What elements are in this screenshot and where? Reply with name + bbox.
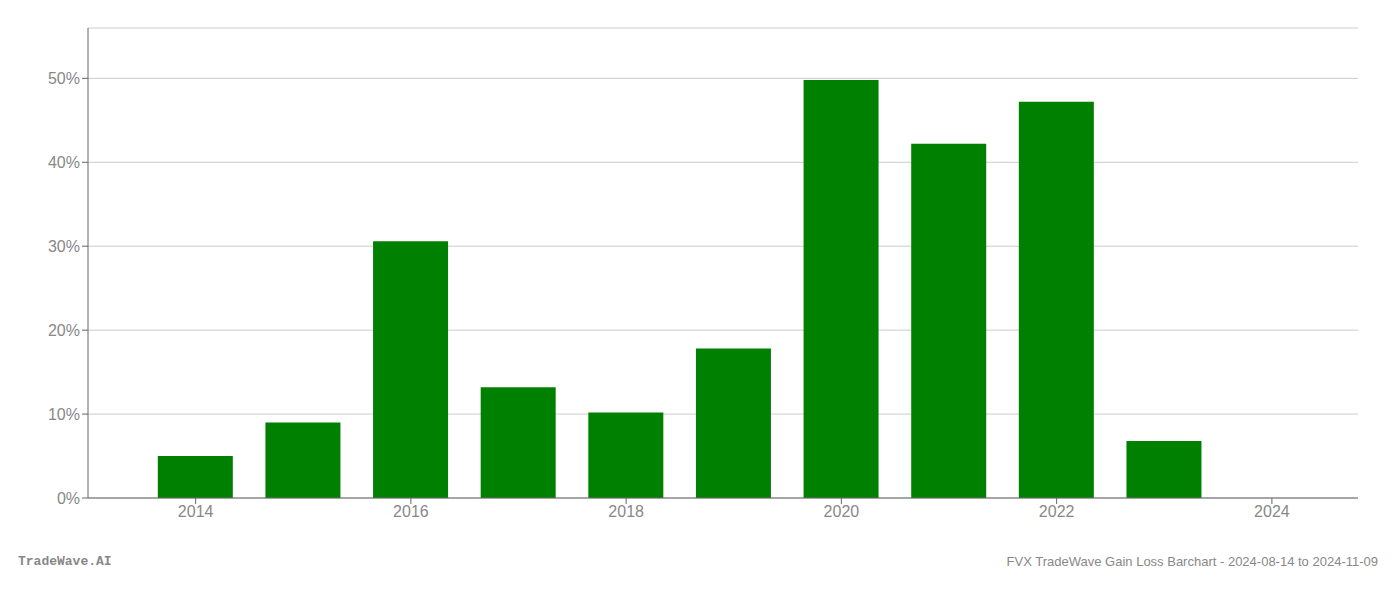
svg-text:50%: 50% [48, 70, 80, 87]
html-text:FVX TradeWave Gain Loss Barcha: FVX TradeWave Gain Loss Barchart - 2024-… [1006, 554, 1378, 569]
svg-text:2020: 2020 [824, 503, 860, 520]
svg-text:2024: 2024 [1254, 503, 1290, 520]
svg-text:2014: 2014 [178, 503, 214, 520]
svg-text:40%: 40% [48, 154, 80, 171]
html-text:TradeWave.AI: TradeWave.AI [18, 554, 112, 569]
svg-text:10%: 10% [48, 406, 80, 423]
svg-text:2022: 2022 [1039, 503, 1075, 520]
svg-text:2018: 2018 [608, 503, 644, 520]
svg-text:20%: 20% [48, 322, 80, 339]
svg-text:2016: 2016 [393, 503, 429, 520]
svg-text:0%: 0% [57, 490, 80, 507]
svg-text:30%: 30% [48, 238, 80, 255]
